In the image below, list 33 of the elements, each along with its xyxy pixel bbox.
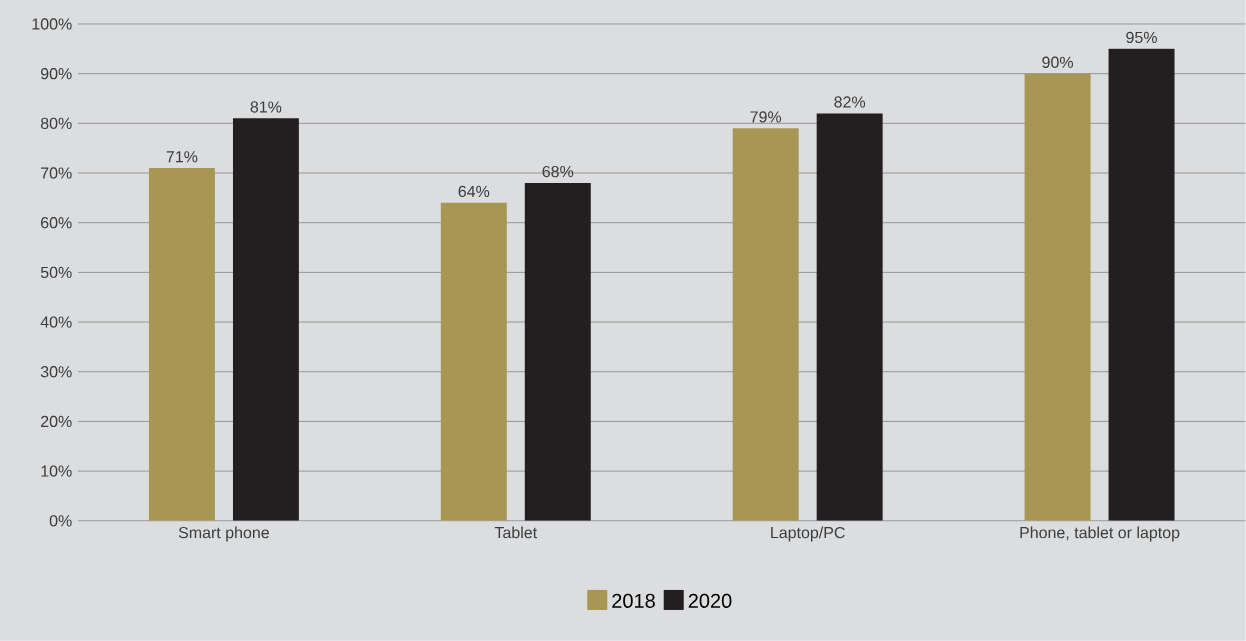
data-label: 71% [166,151,198,163]
x-tick-label: Laptop/PC [771,526,845,542]
data-label: 68% [542,166,574,178]
y-tick-label: 50% [40,266,72,279]
y-tick-label: 10% [41,465,72,477]
x-tick-label: Tablet [494,526,538,539]
legend-label: 2018 [612,593,655,609]
data-label: 64% [458,185,490,198]
data-label: 95% [1126,31,1157,44]
bar [232,118,299,521]
x-tick-label: Smart phone [178,526,269,542]
y-tick-label: 40% [40,316,72,328]
y-tick-label: 60% [41,217,72,229]
y-tick-label: 20% [41,415,72,428]
data-label: 90% [1042,56,1073,69]
y-tick-label: 30% [40,366,72,378]
y-tick-label: 0% [49,515,72,527]
bar [816,113,883,521]
data-label: 82% [834,96,866,108]
x-tick-label: Phone, tablet or laptop [1020,526,1180,542]
bar [1108,48,1175,521]
y-tick-label: 100% [32,18,72,30]
data-label: 81% [250,101,282,113]
data-label: 79% [750,111,782,123]
bar [440,202,507,521]
bar [524,183,591,521]
bar [1024,73,1091,521]
bar [148,168,215,521]
bar [732,128,799,521]
legend-label: 2020 [688,593,732,609]
y-tick-label: 70% [41,167,72,179]
y-tick-label: 90% [40,68,72,80]
y-tick-label: 80% [40,117,72,130]
